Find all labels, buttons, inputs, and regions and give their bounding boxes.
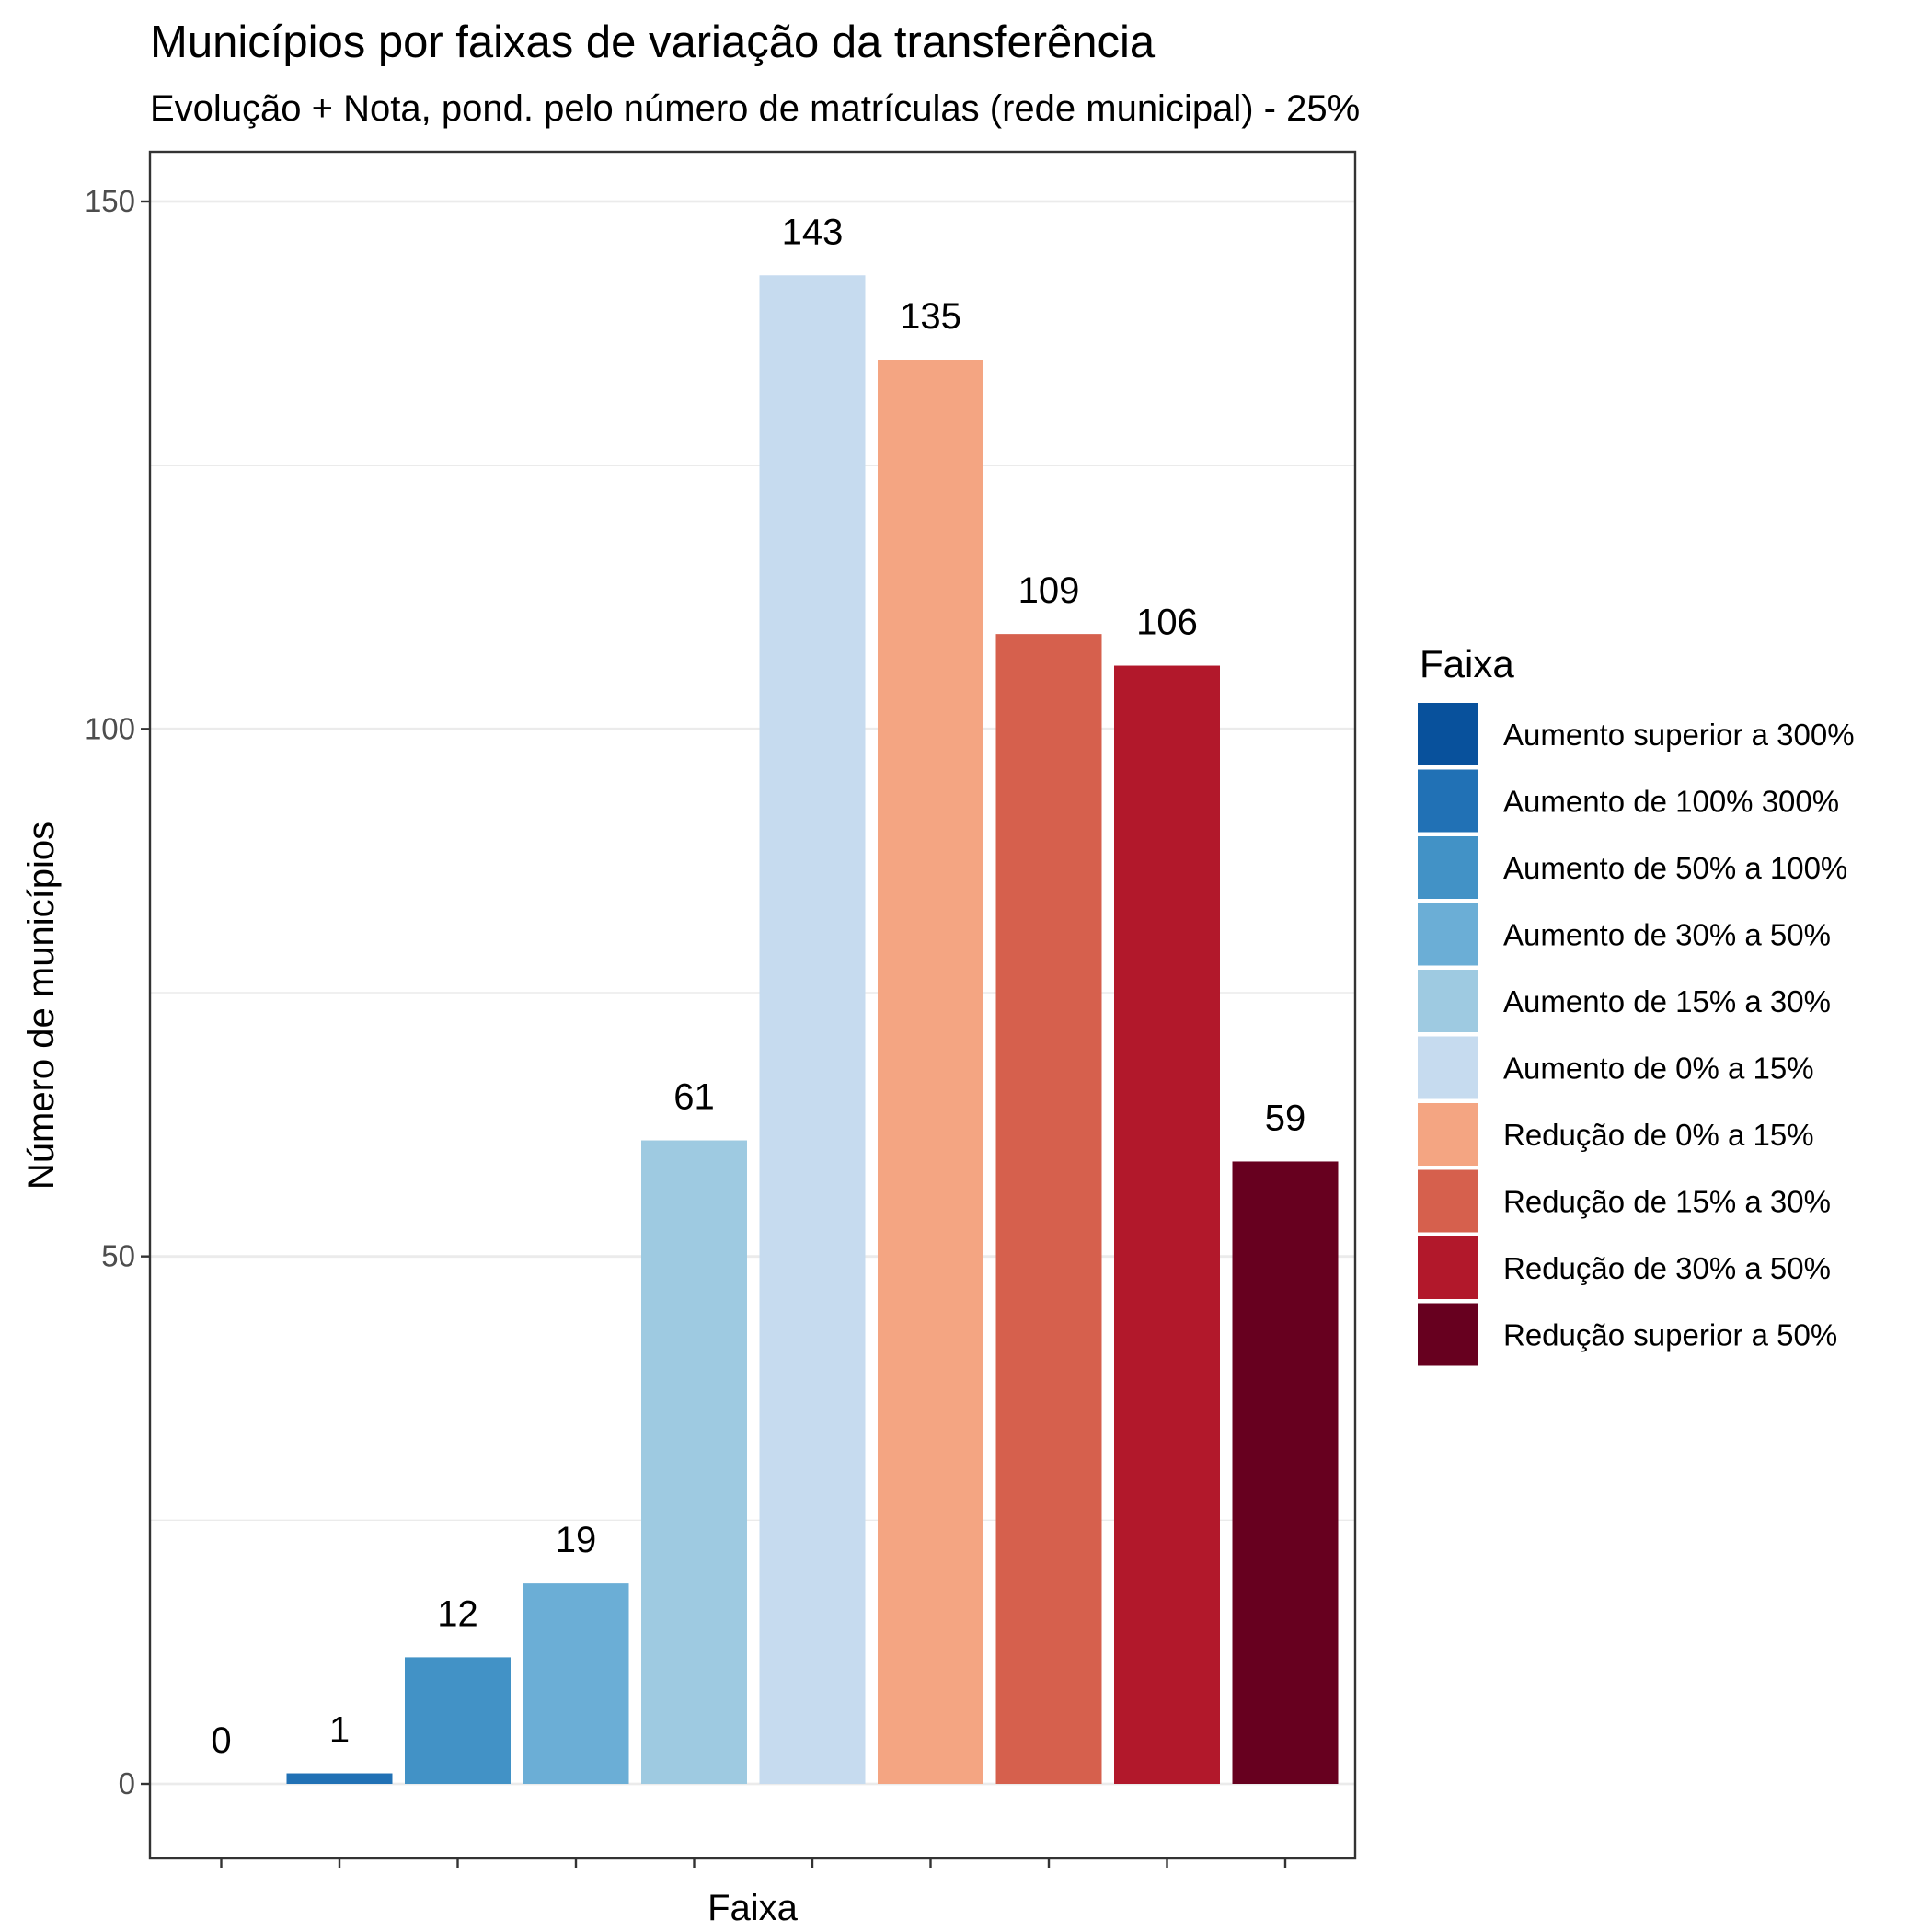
bar xyxy=(995,634,1102,1785)
bar xyxy=(523,1583,629,1784)
bar xyxy=(1232,1161,1339,1784)
legend-label: Redução superior a 50% xyxy=(1503,1318,1837,1352)
legend-label: Redução de 0% a 15% xyxy=(1503,1118,1814,1152)
y-tick-label: 50 xyxy=(101,1239,135,1273)
bar xyxy=(1114,665,1220,1784)
legend-label: Aumento superior a 300% xyxy=(1503,718,1855,752)
legend-key xyxy=(1418,970,1478,1032)
legend-key xyxy=(1418,903,1478,966)
data-labels: 0 1 12 19 61 143 135 109 106 59 xyxy=(211,212,1305,1761)
bar-value-label: 59 xyxy=(1265,1098,1306,1138)
legend-key xyxy=(1418,1036,1478,1099)
legend-key xyxy=(1418,1169,1478,1233)
x-axis xyxy=(220,1858,1287,1868)
bar xyxy=(405,1657,511,1784)
bar-value-label: 1 xyxy=(329,1710,350,1751)
legend-key xyxy=(1418,836,1478,899)
bar-value-label: 12 xyxy=(437,1593,478,1634)
bar-value-label: 135 xyxy=(900,296,961,337)
bar-value-label: 0 xyxy=(211,1720,231,1761)
legend-label: Redução de 15% a 30% xyxy=(1503,1185,1831,1219)
y-axis-title: Número de municípios xyxy=(21,822,62,1190)
bar-value-label: 143 xyxy=(782,212,844,252)
legend-label: Aumento de 100% 300% xyxy=(1503,785,1839,819)
y-tick-label: 0 xyxy=(119,1766,135,1800)
x-axis-title: Faixa xyxy=(707,1888,799,1928)
legend-label: Redução de 30% a 50% xyxy=(1503,1251,1831,1285)
legend-items: Aumento superior a 300% Aumento de 100% 3… xyxy=(1418,703,1855,1366)
bar-value-label: 109 xyxy=(1018,570,1080,611)
y-tick-label: 100 xyxy=(85,711,135,745)
bar-value-label: 106 xyxy=(1136,603,1198,643)
chart-title: Municípios por faixas de variação da tra… xyxy=(150,17,1156,67)
plot-area: 0 1 12 19 61 143 135 109 106 59 xyxy=(148,150,1357,1860)
bar-value-label: 61 xyxy=(673,1077,715,1118)
legend-key xyxy=(1418,1103,1478,1166)
legend-label: Aumento de 30% a 50% xyxy=(1503,918,1831,952)
legend-key xyxy=(1418,769,1478,833)
plot-border xyxy=(148,150,1357,1860)
bar xyxy=(641,1140,747,1784)
legend-label: Aumento de 50% a 100% xyxy=(1503,851,1847,885)
y-tick-label: 150 xyxy=(85,184,135,218)
bar xyxy=(759,275,866,1785)
legend-title: Faixa xyxy=(1420,642,1514,685)
y-axis: 0 50 100 150 xyxy=(85,184,150,1800)
chart-subtitle: Evolução + Nota, pond. pelo número de ma… xyxy=(150,88,1360,129)
legend-key xyxy=(1418,1236,1478,1299)
legend-label: Aumento de 0% a 15% xyxy=(1503,1052,1814,1086)
bars xyxy=(286,275,1339,1785)
bar xyxy=(878,360,983,1784)
bar xyxy=(286,1773,393,1784)
bar-value-label: 19 xyxy=(556,1520,597,1560)
legend-label: Aumento de 15% a 30% xyxy=(1503,984,1831,1018)
legend: Faixa Aumento superior a 300% Aumento de … xyxy=(1418,642,1855,1366)
legend-key xyxy=(1418,1303,1478,1366)
legend-key xyxy=(1418,703,1478,765)
